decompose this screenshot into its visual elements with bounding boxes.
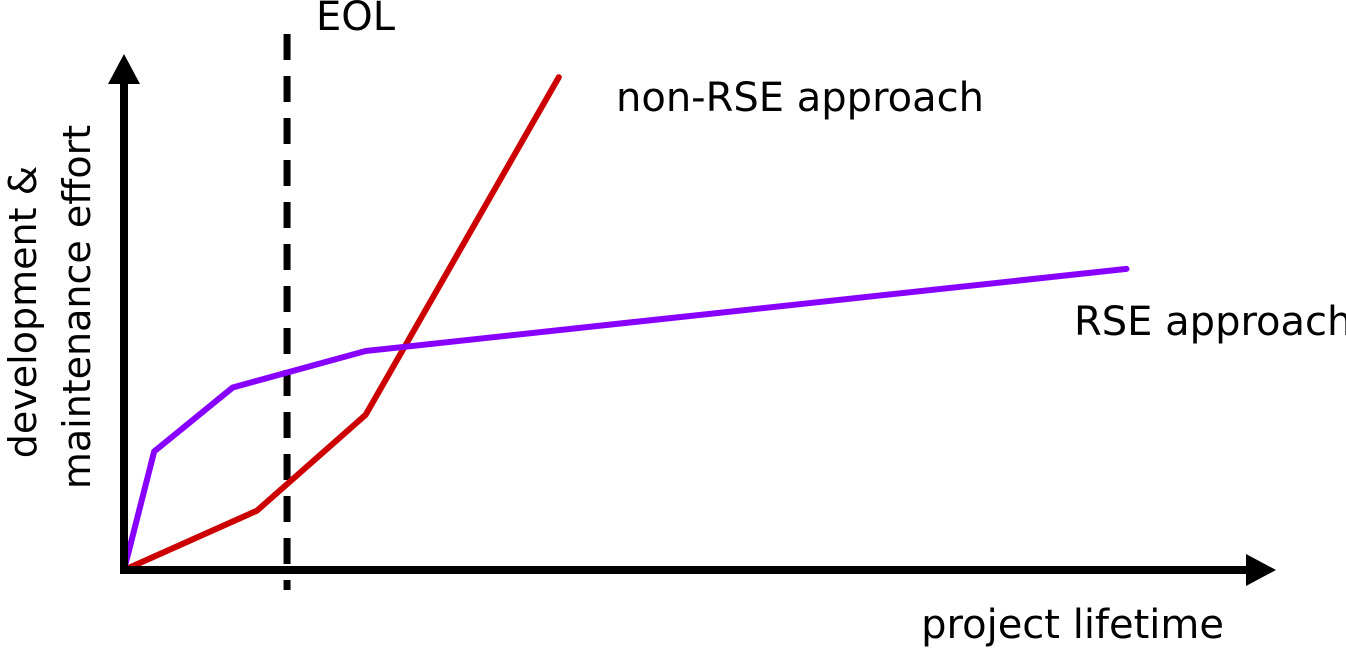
non-rse-approach-label: non-RSE approach bbox=[616, 75, 984, 121]
eol-label: EOL bbox=[316, 0, 396, 40]
y-axis-arrowhead bbox=[108, 54, 140, 84]
y-axis-label-line-2: maintenance effort bbox=[55, 125, 99, 489]
x-axis-arrowhead bbox=[1246, 554, 1276, 586]
rse-approach-line bbox=[121, 265, 1130, 573]
x-axis-label: project lifetime bbox=[921, 602, 1224, 648]
y-axis-label-line-1: development & bbox=[1, 166, 45, 458]
rse-approach-label: RSE approach bbox=[1074, 299, 1346, 345]
non-rse-approach-line bbox=[121, 74, 562, 573]
